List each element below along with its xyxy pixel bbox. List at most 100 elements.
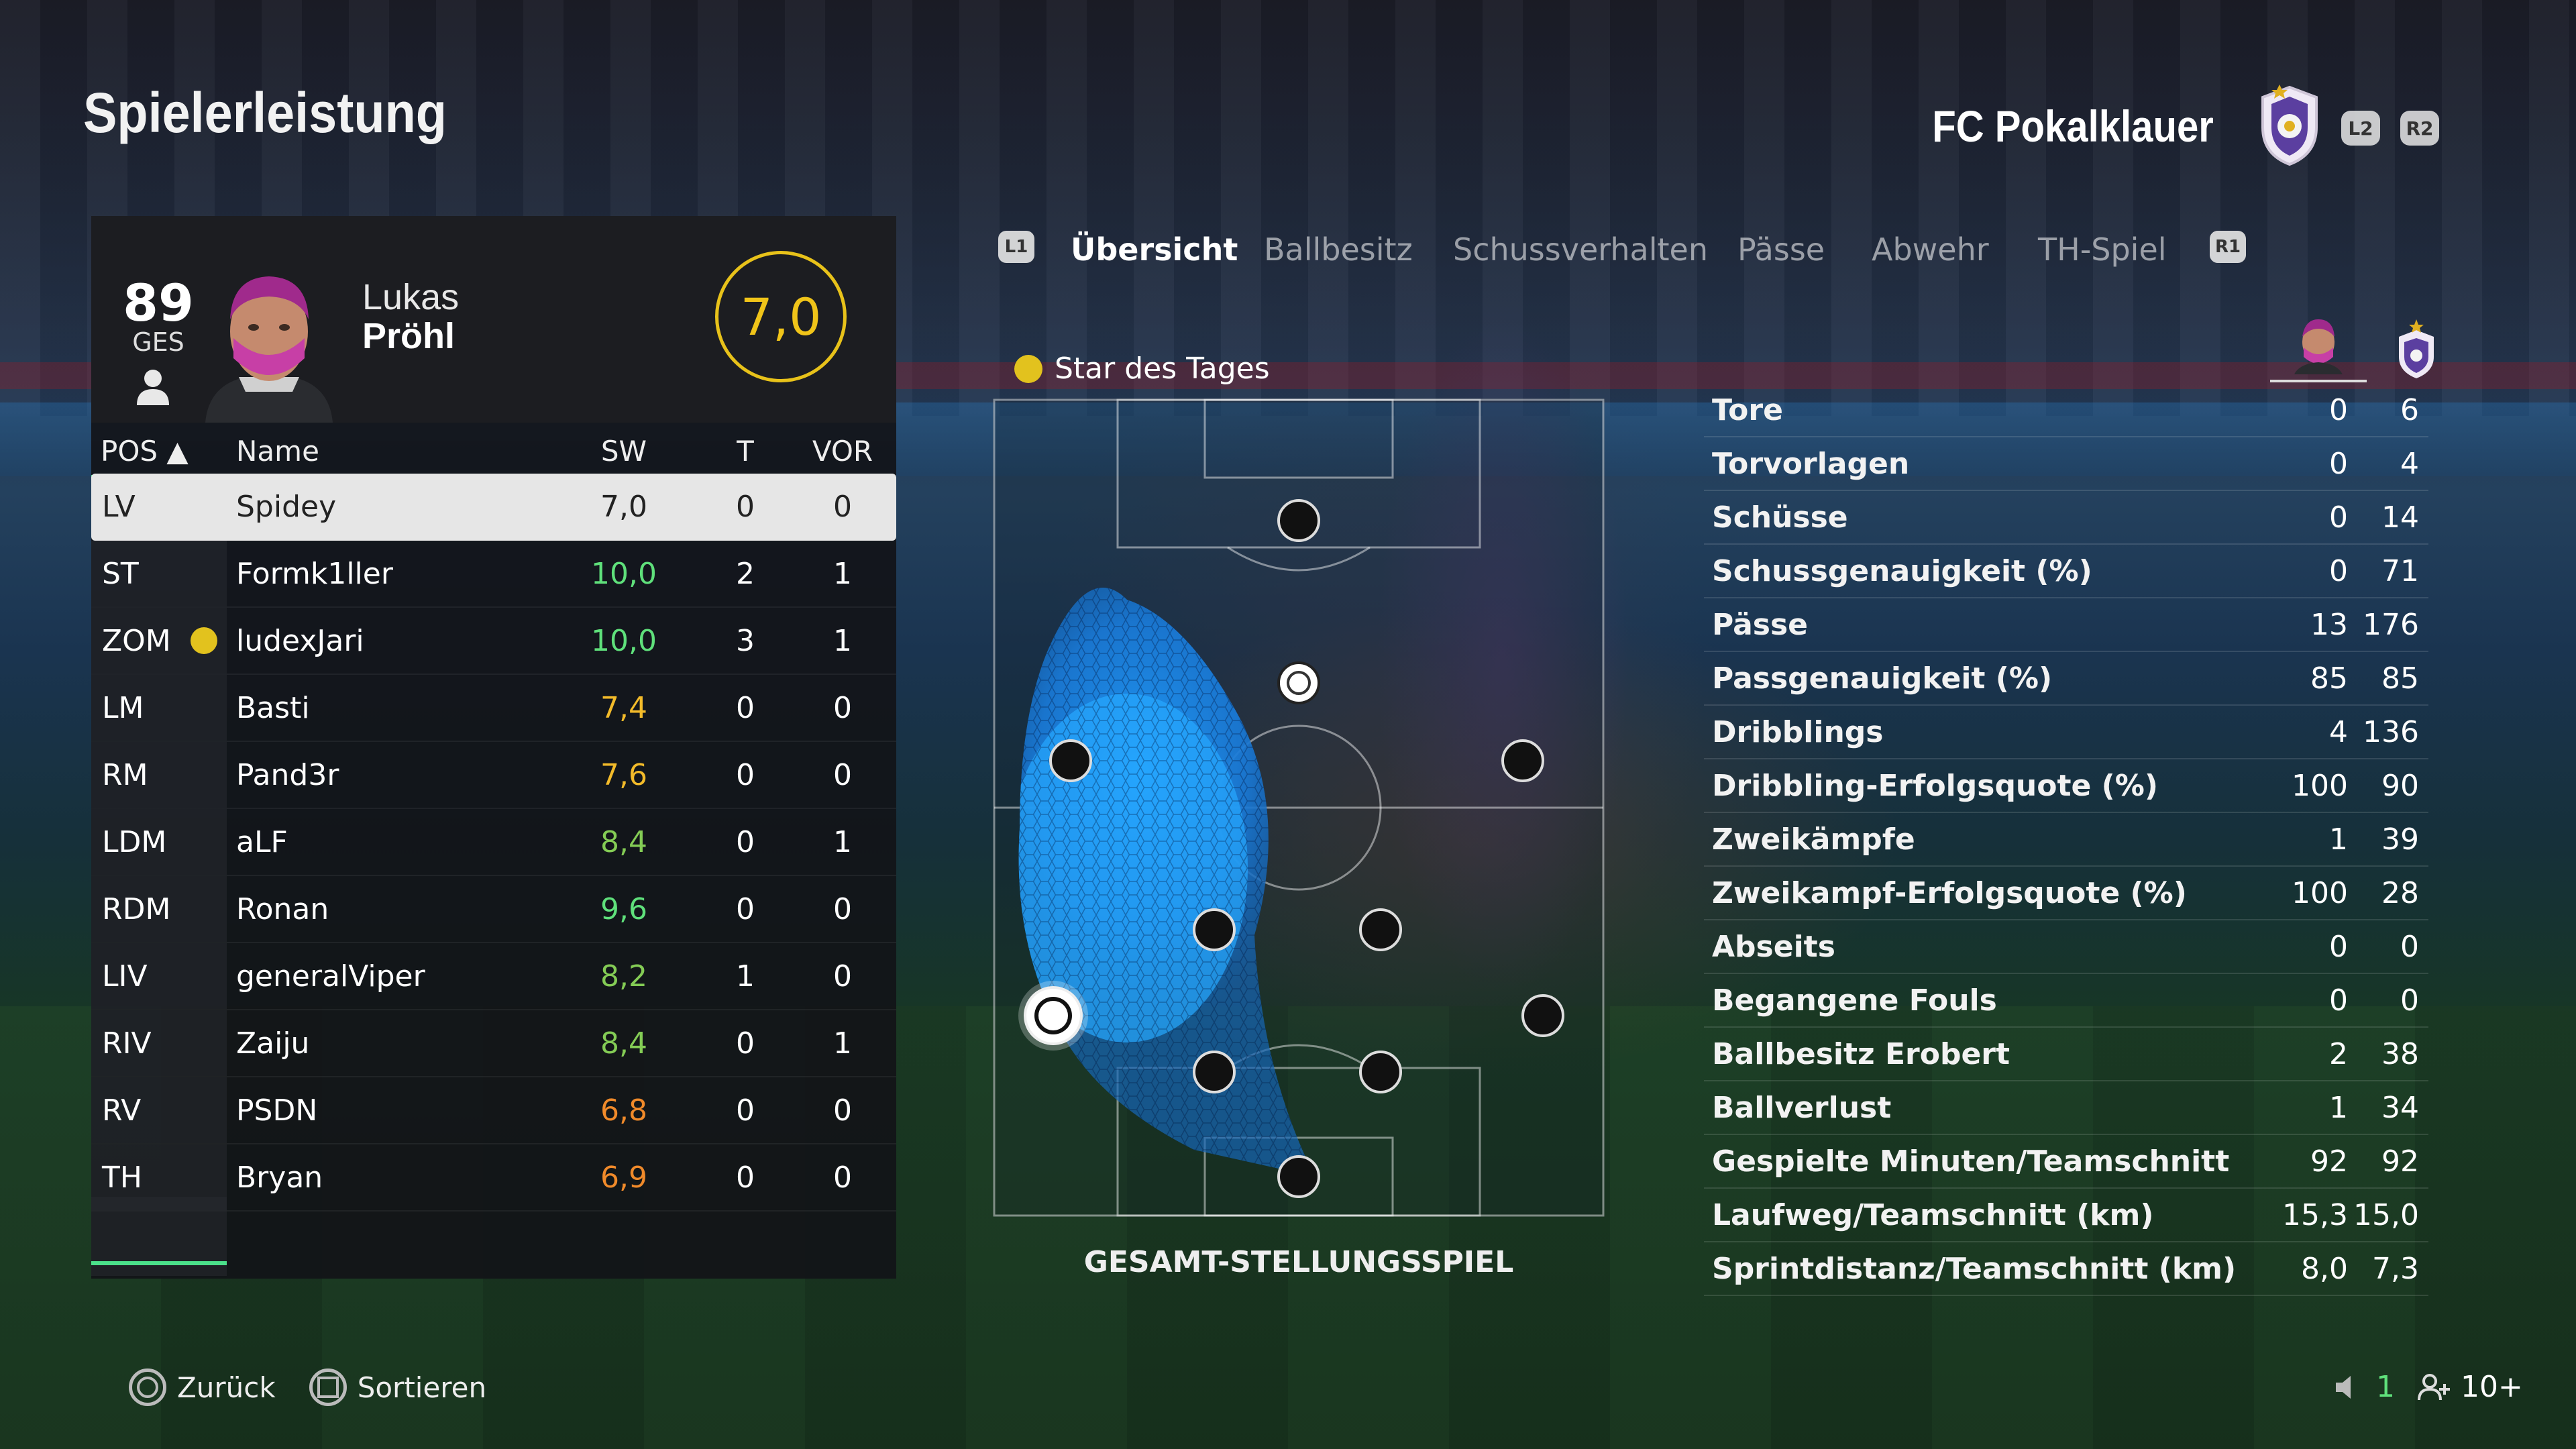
row-assists: 0 — [833, 757, 852, 792]
stat-row: Gespielte Minuten/Teamschnitt 92 92 — [1704, 1135, 2428, 1189]
header-t[interactable]: T — [737, 434, 754, 468]
club-name: FC Pokalklauer — [1932, 101, 2214, 151]
header-name[interactable]: Name — [236, 434, 319, 468]
stat-row: Dribbling-Erfolgsquote (%) 100 90 — [1704, 759, 2428, 813]
l2-button[interactable]: L2 — [2341, 111, 2380, 146]
tab-0[interactable]: Übersicht — [1071, 231, 1238, 268]
pitch-lines — [993, 398, 1605, 1217]
stat-row: Passgenauigkeit (%) 85 85 — [1704, 652, 2428, 706]
stat-team-value: 92 — [2381, 1144, 2419, 1179]
tab-1[interactable]: Ballbesitz — [1264, 231, 1413, 268]
table-header: POS ▲ Name SW T VOR — [91, 423, 896, 479]
stat-player-value: 85 — [2310, 661, 2348, 696]
stat-row: Schüsse 0 14 — [1704, 491, 2428, 545]
club-crest-small-icon — [2399, 319, 2434, 378]
stat-label: Sprintdistanz/Teamschnitt (km) — [1712, 1251, 2237, 1286]
tab-4[interactable]: Abwehr — [1872, 231, 1989, 268]
row-name: Basti — [236, 690, 310, 725]
row-rating: 7,6 — [600, 757, 647, 792]
tab-3[interactable]: Pässe — [1737, 231, 1825, 268]
stat-row: Pässe 13 176 — [1704, 598, 2428, 652]
row-name: ludexJari — [236, 623, 364, 658]
stat-label: Tore — [1712, 392, 1783, 427]
stat-label: Ballbesitz Erobert — [1712, 1036, 2010, 1071]
table-row[interactable]: RIV Zaiju 8,4 0 1 — [91, 1010, 896, 1077]
stat-label: Gespielte Minuten/Teamschnitt — [1712, 1144, 2230, 1179]
player-markers — [1018, 499, 1564, 1198]
row-rating: 10,0 — [591, 556, 657, 591]
star-icon — [1014, 354, 1042, 383]
marker-ldm — [1193, 908, 1236, 951]
player-name: Lukas Pröhl — [362, 278, 459, 356]
table-row[interactable]: LM Basti 7,4 0 0 — [91, 675, 896, 742]
row-assists: 0 — [833, 959, 852, 994]
star-icon — [191, 627, 217, 654]
header-vor[interactable]: VOR — [812, 434, 873, 468]
marker-st — [1277, 499, 1320, 542]
pos-cell-bg — [91, 675, 227, 741]
row-pos: TH — [102, 1160, 142, 1195]
row-assists: 1 — [833, 623, 852, 658]
stat-team-value: 85 — [2381, 661, 2419, 696]
table-row[interactable]: LV Spidey 7,0 0 0 — [91, 474, 896, 541]
page-title: Spielerleistung — [83, 81, 447, 144]
sort-button[interactable]: Sortieren — [309, 1368, 486, 1406]
row-goals: 0 — [736, 489, 755, 524]
pitch-caption: GESAMT-STELLUNGSSPIEL — [1083, 1245, 1514, 1279]
table-row[interactable]: ST Formk1ller 10,0 2 1 — [91, 541, 896, 608]
table-row[interactable]: ZOM ludexJari 10,0 3 1 — [91, 608, 896, 675]
marker-zom — [1277, 661, 1320, 704]
table-row[interactable]: LIV generalViper 8,2 1 0 — [91, 943, 896, 1010]
back-button[interactable]: Zurück — [129, 1368, 276, 1406]
stat-label: Dribblings — [1712, 714, 1884, 749]
overall-value: 89 — [123, 273, 194, 333]
row-pos: ZOM — [102, 623, 171, 658]
row-goals: 0 — [736, 690, 755, 725]
stat-team-value: 4 — [2400, 446, 2419, 481]
row-pos: ST — [102, 556, 139, 591]
stat-row: Ballverlust 1 34 — [1704, 1081, 2428, 1135]
stat-team-value: 0 — [2400, 983, 2419, 1018]
stat-label: Zweikämpfe — [1712, 822, 1915, 857]
row-goals: 0 — [736, 824, 755, 859]
header-pos[interactable]: POS ▲ — [101, 434, 189, 468]
stat-label: Schussgenauigkeit (%) — [1712, 553, 2092, 588]
sort-label: Sortieren — [357, 1371, 487, 1404]
row-goals: 3 — [736, 623, 755, 658]
stat-label: Schüsse — [1712, 500, 1848, 535]
table-row[interactable]: LDM aLF 8,4 0 1 — [91, 809, 896, 876]
r1-button[interactable]: R1 — [2210, 231, 2246, 263]
r2-button[interactable]: R2 — [2400, 111, 2439, 146]
stat-player-value: 0 — [2329, 446, 2348, 481]
row-rating: 8,2 — [600, 959, 647, 994]
stat-player-value: 13 — [2310, 607, 2348, 642]
table-row[interactable]: RM Pand3r 7,6 0 0 — [91, 742, 896, 809]
row-name: Pand3r — [236, 757, 339, 792]
row-rating: 9,6 — [600, 892, 647, 926]
tab-2[interactable]: Schussverhalten — [1453, 231, 1708, 268]
player-table: LV Spidey 7,0 0 0 ST Formk1ller 10,0 2 1 ZOM ludexJ… — [91, 474, 896, 1212]
row-goals: 0 — [736, 757, 755, 792]
l1-button[interactable]: L1 — [998, 231, 1034, 263]
table-row[interactable]: RDM Ronan 9,6 0 0 — [91, 876, 896, 943]
row-name: PSDN — [236, 1093, 318, 1128]
session-status: 1 10+ — [2330, 1370, 2523, 1404]
stats-column-icons — [2270, 319, 2434, 382]
row-goals: 2 — [736, 556, 755, 591]
stat-player-value: 2 — [2329, 1036, 2348, 1071]
stat-player-value: 0 — [2329, 553, 2348, 588]
pos-cell-bg — [91, 541, 227, 606]
player-avatar — [192, 258, 346, 423]
stat-team-value: 28 — [2381, 875, 2419, 910]
stat-row: Zweikampf-Erfolgsquote (%) 100 28 — [1704, 867, 2428, 920]
stat-row: Dribblings 4 136 — [1704, 706, 2428, 759]
stat-label: Begangene Fouls — [1712, 983, 1997, 1018]
marker-th — [1277, 1155, 1320, 1198]
marker-rm — [1501, 739, 1544, 782]
tab-5[interactable]: TH-Spiel — [2038, 231, 2167, 268]
table-row[interactable]: RV PSDN 6,8 0 0 — [91, 1077, 896, 1144]
marker-lm — [1049, 739, 1092, 782]
marker-rv — [1521, 994, 1564, 1037]
stat-team-value: 38 — [2381, 1036, 2419, 1071]
header-sw[interactable]: SW — [600, 434, 647, 468]
